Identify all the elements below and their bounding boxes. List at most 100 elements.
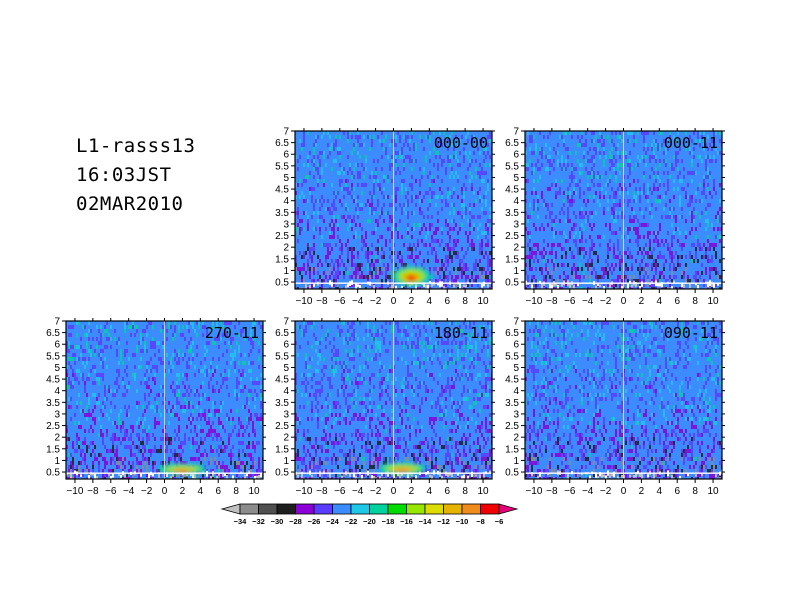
x-tick-label: −6 (564, 486, 576, 497)
colorbar-segment (350, 503, 370, 515)
y-tick-label: 5 (54, 363, 60, 374)
y-tick-label: 1.5 (46, 444, 60, 455)
y-tick-label: 5 (513, 363, 519, 374)
x-tick-label: 8 (692, 486, 698, 497)
panel-180-11: −10 −8 −6 −4 −2 0 2 4 6 8 100.511.522.533.544.555.… (275, 317, 495, 497)
x-tick-label: −10 (295, 296, 312, 307)
y-tick-label: 2.5 (46, 421, 60, 432)
colorbar-segment (332, 503, 352, 515)
y-tick-label: 2.5 (505, 421, 519, 432)
colorbar-tick-label: −26 (308, 517, 321, 526)
y-tick-label: 6.5 (505, 328, 519, 339)
axes: −10 −8 −6 −4 −2 0 2 4 6 8 100.511.522.533.544.555.… (505, 127, 725, 307)
x-tick-label: 4 (427, 486, 433, 497)
y-tick-label: 6.5 (46, 328, 60, 339)
panel-270-11: −10 −8 −6 −4 −2 0 2 4 6 8 100.511.522.533.544.555.… (46, 317, 266, 497)
y-tick-label: 3.5 (46, 398, 60, 409)
y-tick-label: 4.5 (275, 185, 289, 196)
x-tick-label: 10 (477, 486, 489, 497)
y-tick-label: 3.5 (275, 208, 289, 219)
x-tick-label: −10 (525, 486, 542, 497)
y-tick-label: 0.5 (505, 278, 519, 289)
x-tick-label: 0 (391, 486, 397, 497)
x-tick-label: 8 (462, 486, 468, 497)
colorbar-tick-label: −10 (456, 517, 469, 526)
colorbar-tick-label: −24 (326, 517, 340, 526)
y-tick-label: 5.5 (46, 351, 60, 362)
x-tick-label: 0 (162, 486, 168, 497)
x-tick-label: −8 (316, 486, 328, 497)
y-tick-label: 1 (283, 456, 289, 467)
colorbar-tick-label: −32 (252, 517, 265, 526)
x-tick-label: 6 (444, 296, 450, 307)
panel-000-00: −10 −8 −6 −4 −2 0 2 4 6 8 100.511.522.533.544.555.… (275, 127, 495, 307)
y-tick-label: 4 (513, 386, 519, 397)
x-tick-label: 2 (409, 296, 415, 307)
hotspot-1 (158, 463, 207, 476)
panel-090-11: −10 −8 −6 −4 −2 0 2 4 6 8 100.511.522.533.544.555.… (505, 317, 725, 497)
x-tick-label: 8 (233, 486, 239, 497)
y-tick-label: 4.5 (275, 375, 289, 386)
colorbar: −34 −32 −30 −28 −26 −24 −22 −20 −18 −16 −14 −12 −10−… (220, 503, 519, 526)
x-tick-label: 10 (707, 486, 719, 497)
y-tick-label: 6 (283, 340, 289, 351)
y-tick-label: 3.5 (505, 398, 519, 409)
y-tick-label: 2 (283, 243, 289, 254)
colorbar-segment (387, 503, 407, 515)
y-tick-label: 4 (283, 386, 289, 397)
date-label: 02MAR2010 (76, 193, 184, 215)
x-tick-label: −10 (295, 486, 312, 497)
x-tick-label: −4 (123, 486, 135, 497)
y-tick-label: 7 (283, 317, 289, 328)
x-tick-label: −2 (370, 296, 382, 307)
y-tick-label: 6 (513, 340, 519, 351)
y-tick-label: 6 (513, 150, 519, 161)
axes: −10 −8 −6 −4 −2 0 2 4 6 8 100.511.522.533.544.555.… (275, 317, 495, 497)
colorbar-tick-label: −12 (437, 517, 450, 526)
y-tick-label: 1 (54, 456, 60, 467)
y-tick-label: 3 (283, 219, 289, 230)
y-tick-label: 1.5 (505, 444, 519, 455)
y-tick-label: 5.5 (275, 161, 289, 172)
heatmap-field (525, 131, 722, 289)
colorbar-tick-label: −28 (289, 517, 302, 526)
x-tick-label: −8 (316, 296, 328, 307)
y-tick-label: 1.5 (275, 254, 289, 265)
y-tick-label: 5 (513, 173, 519, 184)
y-tick-label: 5.5 (275, 351, 289, 362)
y-tick-label: 1.5 (275, 444, 289, 455)
colorbar-under-triangle (220, 503, 241, 515)
y-tick-label: 2 (283, 433, 289, 444)
y-tick-label: 3 (283, 409, 289, 420)
y-tick-label: 7 (513, 127, 519, 138)
x-tick-label: −4 (582, 486, 594, 497)
y-tick-label: 3 (513, 409, 519, 420)
panel-label: 270-11 (205, 324, 259, 342)
x-tick-label: 10 (707, 296, 719, 307)
colorbar-segment (443, 503, 463, 515)
colorbar-tick-label: −8 (476, 517, 485, 526)
heatmap-field (66, 321, 263, 479)
y-tick-label: 0.5 (275, 468, 289, 479)
x-tick-label: 8 (692, 296, 698, 307)
y-tick-label: 5.5 (505, 161, 519, 172)
colorbar-tick-label: −22 (345, 517, 358, 526)
y-tick-label: 3 (513, 219, 519, 230)
colorbar-segment (313, 503, 333, 515)
axes: −10 −8 −6 −4 −2 0 2 4 6 8 100.511.522.533.544.555.… (46, 317, 266, 497)
axes: −10 −8 −6 −4 −2 0 2 4 6 8 100.511.522.533.544.555.… (275, 127, 495, 307)
x-tick-label: 4 (657, 296, 663, 307)
x-tick-label: −10 (525, 296, 542, 307)
colorbar-segment (276, 503, 296, 515)
heatmap-field (295, 321, 492, 479)
y-tick-label: 5 (283, 173, 289, 184)
y-tick-label: 6.5 (275, 138, 289, 149)
y-tick-label: 7 (283, 127, 289, 138)
x-tick-label: 10 (248, 486, 260, 497)
x-tick-label: −2 (141, 486, 153, 497)
x-tick-label: −6 (105, 486, 117, 497)
colorbar-segment (406, 503, 426, 515)
x-tick-label: −8 (546, 486, 558, 497)
y-tick-label: 6.5 (275, 328, 289, 339)
y-tick-label: 4 (513, 196, 519, 207)
